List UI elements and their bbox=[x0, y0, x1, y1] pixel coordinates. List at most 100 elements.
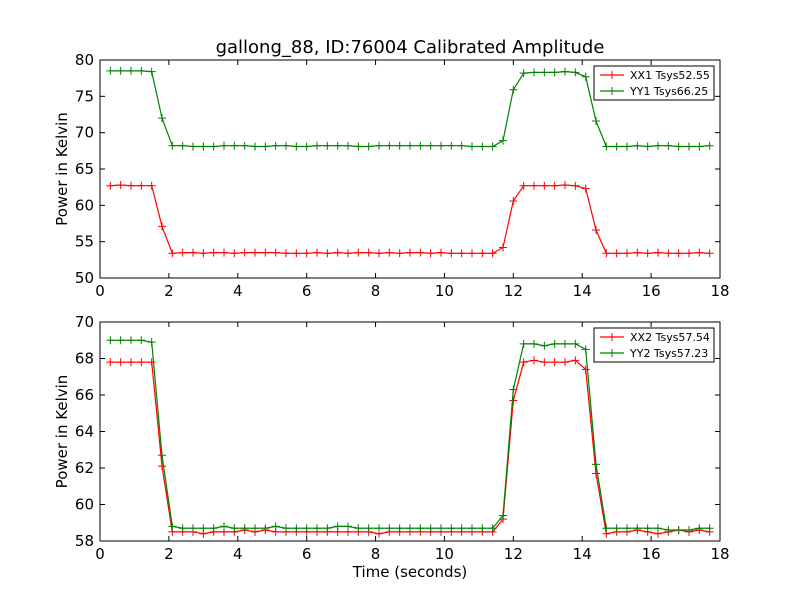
x-tick-label: 14 bbox=[573, 282, 592, 300]
data-point bbox=[116, 358, 125, 367]
data-point bbox=[519, 358, 528, 367]
x-tick-label: 18 bbox=[710, 282, 729, 300]
data-point bbox=[364, 524, 373, 533]
data-point bbox=[189, 142, 197, 151]
data-point bbox=[189, 248, 197, 257]
legend-box bbox=[593, 65, 715, 101]
y-tick-label: 68 bbox=[75, 350, 94, 368]
data-point bbox=[385, 141, 394, 150]
data-point bbox=[478, 249, 487, 258]
data-point bbox=[333, 522, 342, 531]
data-point bbox=[406, 524, 414, 533]
x-tick-label: 14 bbox=[573, 545, 592, 563]
data-point bbox=[302, 249, 311, 258]
data-point bbox=[261, 524, 270, 533]
data-point bbox=[375, 524, 383, 533]
data-point bbox=[323, 524, 332, 533]
x-axis-label: Time (seconds) bbox=[352, 563, 468, 581]
data-point bbox=[292, 142, 301, 151]
legend: XX1 Tsys52.55 YY1 Tsys66.25 bbox=[593, 65, 715, 101]
x-tick-label: 0 bbox=[95, 282, 105, 300]
x-tick-label: 6 bbox=[302, 282, 312, 300]
data-point bbox=[602, 524, 611, 533]
series-1 bbox=[106, 180, 714, 258]
data-point bbox=[127, 66, 135, 75]
x-tick-label: 10 bbox=[435, 282, 454, 300]
data-point bbox=[271, 522, 280, 531]
data-point bbox=[199, 524, 208, 533]
data-point bbox=[416, 524, 425, 533]
data-point bbox=[447, 249, 456, 258]
data-point bbox=[530, 68, 538, 77]
data-point bbox=[571, 181, 580, 190]
data-point bbox=[685, 526, 693, 535]
data-point bbox=[313, 141, 321, 150]
data-point bbox=[499, 243, 507, 252]
data-point bbox=[540, 341, 549, 350]
data-point bbox=[385, 524, 394, 533]
y-tick-label: 50 bbox=[75, 269, 94, 287]
data-point bbox=[561, 339, 569, 348]
data-point bbox=[592, 469, 600, 478]
data-point bbox=[313, 248, 321, 257]
data-point bbox=[178, 141, 187, 150]
data-point bbox=[654, 141, 662, 150]
y-tick-label: 80 bbox=[75, 51, 94, 69]
data-point bbox=[323, 249, 332, 258]
data-point bbox=[292, 524, 301, 533]
data-point bbox=[333, 248, 342, 257]
data-point bbox=[137, 181, 146, 190]
data-point bbox=[302, 142, 311, 151]
data-point bbox=[437, 248, 445, 257]
data-point bbox=[106, 66, 115, 75]
legend-box bbox=[593, 327, 715, 363]
data-point bbox=[271, 248, 280, 257]
data-point bbox=[519, 339, 528, 348]
data-point bbox=[158, 114, 166, 123]
x-tick-label: 10 bbox=[435, 545, 454, 563]
data-point bbox=[519, 69, 528, 78]
data-point bbox=[137, 66, 146, 75]
data-point bbox=[313, 524, 321, 533]
data-point bbox=[344, 522, 352, 531]
data-point bbox=[354, 248, 363, 257]
y-tick-label: 64 bbox=[75, 423, 94, 441]
y-axis-label: Power in Kelvin bbox=[53, 112, 71, 226]
data-point bbox=[261, 142, 270, 151]
data-point bbox=[571, 68, 580, 77]
data-point bbox=[654, 248, 662, 257]
y-tick-label: 66 bbox=[75, 386, 94, 404]
data-point bbox=[406, 248, 414, 257]
data-point bbox=[147, 338, 156, 347]
data-point bbox=[158, 451, 166, 460]
data-point bbox=[127, 336, 135, 345]
data-point bbox=[261, 248, 270, 257]
data-point bbox=[592, 117, 600, 126]
legend-marker bbox=[608, 349, 616, 357]
legend-marker bbox=[608, 87, 616, 95]
data-point bbox=[147, 181, 156, 190]
data-point bbox=[240, 248, 249, 257]
data-point bbox=[385, 248, 394, 257]
x-tick-label: 4 bbox=[233, 545, 243, 563]
data-point bbox=[209, 524, 218, 533]
data-point bbox=[478, 524, 487, 533]
data-point bbox=[623, 249, 631, 258]
data-point bbox=[540, 68, 549, 77]
data-point bbox=[561, 180, 569, 189]
data-point bbox=[137, 358, 146, 367]
data-point bbox=[530, 356, 538, 365]
data-point bbox=[674, 142, 683, 151]
data-point bbox=[106, 181, 115, 190]
data-point bbox=[664, 249, 673, 258]
x-tick-label: 12 bbox=[504, 545, 523, 563]
data-point bbox=[333, 141, 342, 150]
data-point bbox=[271, 141, 280, 150]
legend-entry-label: YY2 Tsys57.23 bbox=[629, 347, 708, 360]
data-point bbox=[344, 249, 352, 258]
data-point bbox=[499, 136, 507, 145]
data-point bbox=[437, 141, 445, 150]
data-point bbox=[685, 142, 693, 151]
data-point bbox=[354, 142, 363, 151]
